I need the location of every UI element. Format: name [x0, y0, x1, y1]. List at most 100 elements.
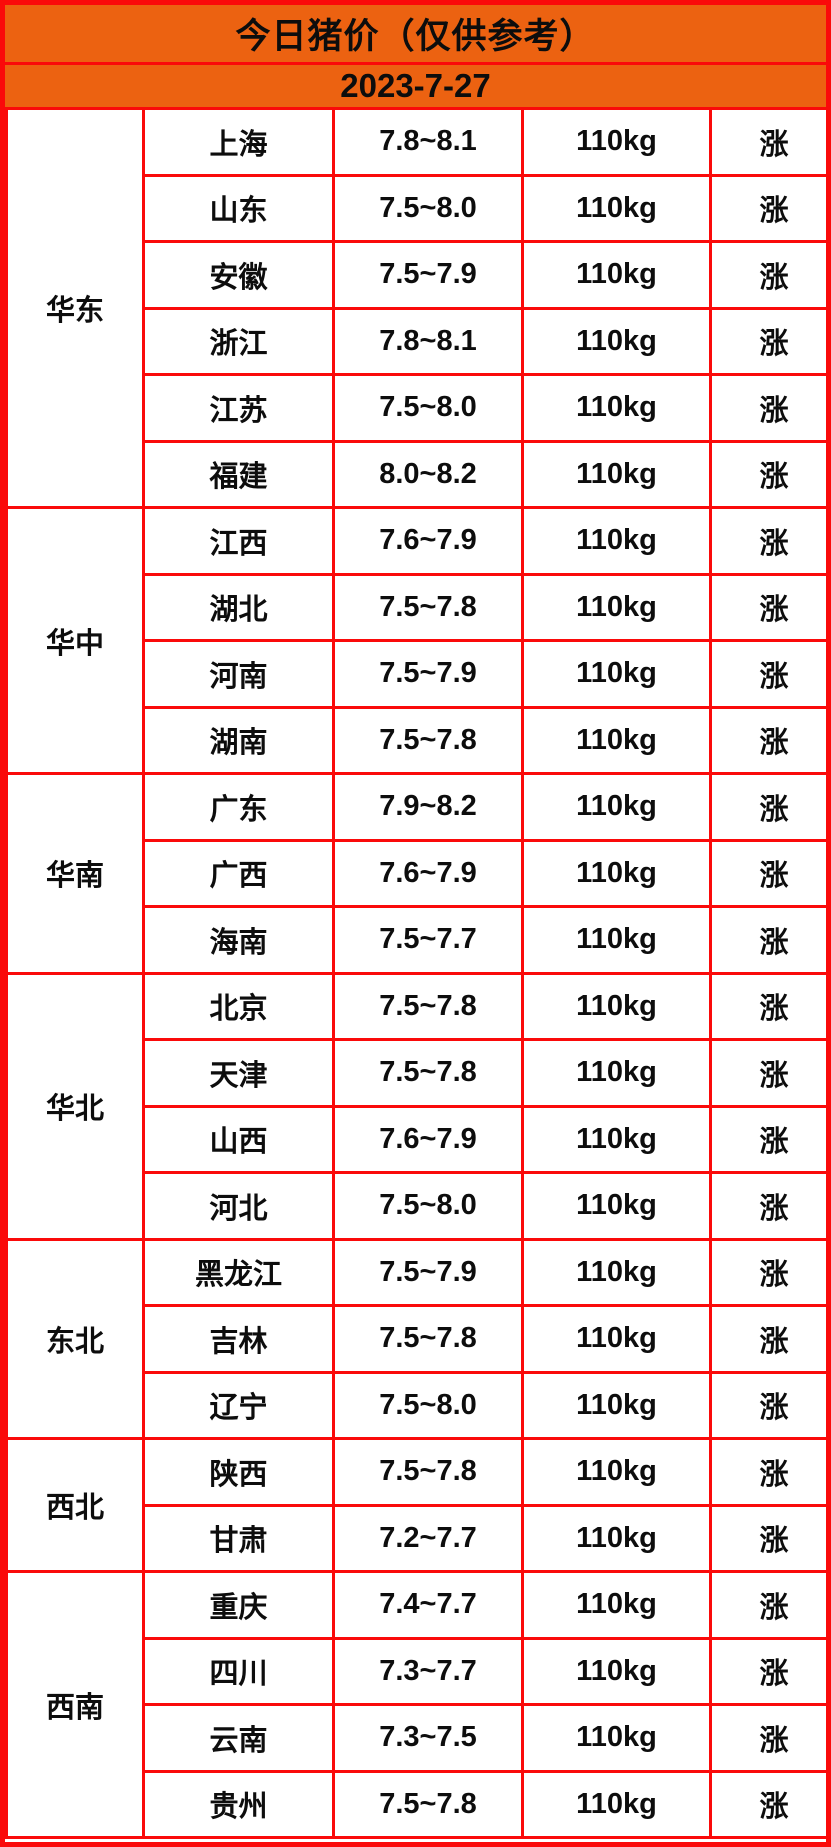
weight-cell: 110kg	[521, 971, 712, 1041]
status-cell: 涨	[709, 1038, 826, 1108]
table-row: 云南 7.3~7.5 110kg 涨	[7, 1703, 826, 1773]
province-cell: 湖北	[142, 572, 335, 642]
province-cell: 江苏	[142, 373, 335, 443]
table-row: 浙江 7.8~8.1 110kg 涨	[7, 306, 826, 376]
table-row: 天津 7.5~7.8 110kg 涨	[7, 1038, 826, 1108]
province-cell: 海南	[142, 905, 335, 975]
table-row: 山西 7.6~7.9 110kg 涨	[7, 1104, 826, 1174]
table-row: 河北 7.5~8.0 110kg 涨	[7, 1171, 826, 1241]
status-cell: 涨	[709, 572, 826, 642]
weight-cell: 110kg	[521, 1503, 712, 1573]
price-table: 华东 上海 7.8~8.1 110kg 涨山东 7.5~8.0 110kg 涨安徽 7.5~7.…	[5, 107, 826, 1839]
status-cell: 涨	[709, 1171, 826, 1241]
region-cell: 华东	[5, 107, 145, 509]
price-cell: 7.9~8.2	[332, 772, 524, 842]
province-cell: 吉林	[142, 1304, 335, 1374]
date-label: 2023-7-27	[5, 65, 826, 107]
status-cell: 涨	[709, 1570, 826, 1640]
table-row: 福建 8.0~8.2 110kg 涨	[7, 439, 826, 509]
province-cell: 福建	[142, 439, 335, 509]
status-cell: 涨	[709, 1769, 826, 1839]
price-cell: 7.5~7.8	[332, 572, 524, 642]
province-cell: 四川	[142, 1636, 335, 1706]
table-row: 吉林 7.5~7.8 110kg 涨	[7, 1304, 826, 1374]
province-cell: 黑龙江	[142, 1237, 335, 1307]
province-cell: 河北	[142, 1171, 335, 1241]
status-cell: 涨	[709, 772, 826, 842]
price-cell: 7.5~8.0	[332, 1171, 524, 1241]
province-cell: 浙江	[142, 306, 335, 376]
region-cell: 西北	[5, 1437, 145, 1573]
status-cell: 涨	[709, 838, 826, 908]
price-cell: 7.4~7.7	[332, 1570, 524, 1640]
weight-cell: 110kg	[521, 173, 712, 243]
status-cell: 涨	[709, 1237, 826, 1307]
weight-cell: 110kg	[521, 107, 712, 177]
status-cell: 涨	[709, 1104, 826, 1174]
price-cell: 7.5~7.8	[332, 1304, 524, 1374]
price-cell: 7.5~7.8	[332, 1038, 524, 1108]
price-cell: 7.5~7.9	[332, 639, 524, 709]
price-cell: 7.5~7.9	[332, 240, 524, 310]
price-cell: 7.5~7.8	[332, 705, 524, 775]
price-cell: 7.6~7.9	[332, 838, 524, 908]
table-row: 西南 重庆 7.4~7.7 110kg 涨	[5, 1570, 826, 1839]
price-cell: 7.5~7.8	[332, 1437, 524, 1507]
price-cell: 7.5~7.8	[332, 971, 524, 1041]
weight-cell: 110kg	[521, 373, 712, 443]
table-row: 西北 陕西 7.5~7.8 110kg 涨	[5, 1437, 826, 1573]
status-cell: 涨	[709, 1703, 826, 1773]
weight-cell: 110kg	[521, 1370, 712, 1440]
region-cell: 东北	[5, 1237, 145, 1440]
table-row: 广西 7.6~7.9 110kg 涨	[7, 838, 826, 908]
status-cell: 涨	[709, 240, 826, 310]
province-cell: 重庆	[142, 1570, 335, 1640]
weight-cell: 110kg	[521, 1570, 712, 1640]
status-cell: 涨	[709, 1370, 826, 1440]
weight-cell: 110kg	[521, 1437, 712, 1507]
weight-cell: 110kg	[521, 572, 712, 642]
price-cell: 7.6~7.9	[332, 1104, 524, 1174]
price-cell: 7.5~8.0	[332, 173, 524, 243]
price-cell: 7.5~7.7	[332, 905, 524, 975]
weight-cell: 110kg	[521, 1038, 712, 1108]
weight-cell: 110kg	[521, 705, 712, 775]
status-cell: 涨	[709, 306, 826, 376]
province-cell: 江西	[142, 506, 335, 576]
province-cell: 辽宁	[142, 1370, 335, 1440]
table-row: 安徽 7.5~7.9 110kg 涨	[7, 240, 826, 310]
price-cell: 7.2~7.7	[332, 1503, 524, 1573]
weight-cell: 110kg	[521, 838, 712, 908]
province-cell: 甘肃	[142, 1503, 335, 1573]
status-cell: 涨	[709, 506, 826, 576]
price-cell: 7.6~7.9	[332, 506, 524, 576]
province-cell: 山东	[142, 173, 335, 243]
status-cell: 涨	[709, 173, 826, 243]
weight-cell: 110kg	[521, 1769, 712, 1839]
table-row: 东北 黑龙江 7.5~7.9 110kg 涨	[5, 1237, 826, 1440]
province-cell: 安徽	[142, 240, 335, 310]
province-cell: 上海	[142, 107, 335, 177]
status-cell: 涨	[709, 373, 826, 443]
region-cell: 华中	[5, 506, 145, 775]
region-cell: 华北	[5, 971, 145, 1241]
province-cell: 河南	[142, 639, 335, 709]
status-cell: 涨	[709, 905, 826, 975]
table-row: 辽宁 7.5~8.0 110kg 涨	[7, 1370, 826, 1440]
price-cell: 8.0~8.2	[332, 439, 524, 509]
table-row: 贵州 7.5~7.8 110kg 涨	[7, 1769, 826, 1839]
table-row: 华中 江西 7.6~7.9 110kg 涨	[5, 506, 826, 775]
weight-cell: 110kg	[521, 306, 712, 376]
region-cell: 华南	[5, 772, 145, 975]
status-cell: 涨	[709, 971, 826, 1041]
price-cell: 7.8~8.1	[332, 306, 524, 376]
table-row: 河南 7.5~7.9 110kg 涨	[7, 639, 826, 709]
province-cell: 山西	[142, 1104, 335, 1174]
province-cell: 天津	[142, 1038, 335, 1108]
province-cell: 贵州	[142, 1769, 335, 1839]
price-cell: 7.5~8.0	[332, 373, 524, 443]
province-cell: 湖南	[142, 705, 335, 775]
status-cell: 涨	[709, 639, 826, 709]
page-title: 今日猪价（仅供参考）	[5, 5, 826, 65]
